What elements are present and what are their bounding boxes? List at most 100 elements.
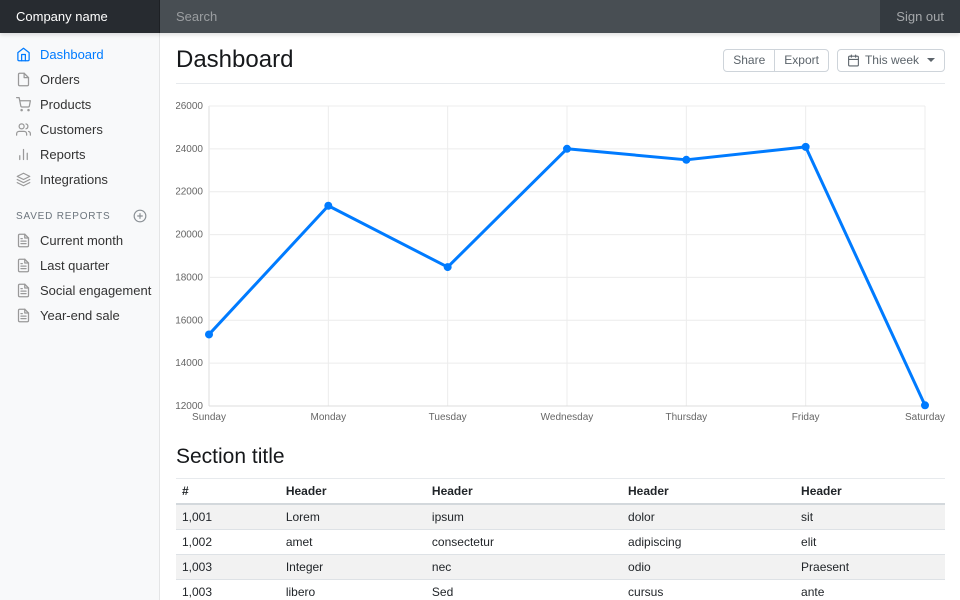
sidebar-item-orders[interactable]: Orders (0, 67, 160, 92)
table-cell: amet (279, 529, 426, 555)
sidebar-item-products[interactable]: Products (0, 92, 160, 117)
table-cell: 1,002 (176, 529, 280, 555)
sales-line-chart: Sunday Monday Tuesday Wednesday Thursday Frid… (176, 96, 945, 428)
saved-reports-header: Saved reports (0, 192, 160, 228)
table-header-row: # Header Header Header Header (176, 478, 945, 505)
table-cell: adipiscing (622, 529, 796, 555)
table-cell: 1,003 (176, 579, 280, 600)
main-content: Dashboard Share Export This week Sunday M… (160, 0, 960, 600)
svg-text:Monday: Monday (311, 412, 347, 423)
plus-circle-icon[interactable] (133, 209, 147, 223)
sidebar-item-dashboard[interactable]: Dashboard (0, 42, 160, 67)
period-dropdown-button[interactable]: This week (836, 48, 945, 72)
svg-text:Saturday: Saturday (905, 412, 945, 423)
users-icon (16, 122, 31, 137)
table-cell: cursus (622, 579, 796, 600)
sidebar-nav: Dashboard Orders Products Customers Reports I… (0, 42, 160, 192)
sidebar-item-label: Integrations (40, 172, 108, 187)
table-cell: 1,003 (176, 554, 280, 580)
table-header-cell: Header (795, 478, 945, 505)
sidebar-item-integrations[interactable]: Integrations (0, 167, 160, 192)
table-row: 1,003 libero Sed cursus ante (176, 579, 945, 600)
svg-text:20000: 20000 (176, 230, 203, 241)
share-button-label: Share (733, 53, 766, 67)
chevron-down-icon (927, 58, 935, 62)
svg-text:26000: 26000 (176, 101, 203, 112)
svg-text:24000: 24000 (176, 144, 203, 155)
sidebar-item-label: Customers (40, 122, 103, 137)
sidebar: Dashboard Orders Products Customers Reports I… (0, 33, 160, 600)
sidebar-item-label: Reports (40, 147, 86, 162)
file-text-icon (16, 258, 31, 273)
table-cell: libero (279, 579, 426, 600)
file-text-icon (16, 233, 31, 248)
file-text-icon (16, 308, 31, 323)
svg-text:Sunday: Sunday (192, 412, 226, 423)
saved-reports-heading: Saved reports (16, 210, 111, 222)
sidebar-item-label: Last quarter (40, 258, 110, 273)
sidebar-item-label: Products (40, 97, 92, 112)
brand-link[interactable]: Company name (0, 0, 160, 33)
share-button[interactable]: Share (723, 48, 776, 72)
table-cell: Integer (279, 554, 426, 580)
bar-chart-icon (16, 147, 31, 162)
sidebar-item-label: Dashboard (40, 47, 104, 62)
sidebar-item-label: Year-end sale (40, 308, 120, 323)
svg-text:Friday: Friday (792, 412, 820, 423)
table-cell: Sed (425, 579, 623, 600)
period-label: This week (864, 53, 919, 67)
svg-text:Tuesday: Tuesday (429, 412, 467, 423)
table-header-cell: # (176, 478, 280, 505)
svg-text:Wednesday: Wednesday (541, 412, 594, 423)
table-cell: ipsum (425, 503, 623, 530)
toolbar: Share Export This week (723, 48, 945, 72)
table-row: 1,002 amet consectetur adipiscing elit (176, 529, 945, 555)
export-button[interactable]: Export (774, 48, 829, 72)
share-export-group: Share Export (723, 48, 829, 72)
export-button-label: Export (784, 53, 819, 67)
table-cell: ante (795, 579, 945, 600)
saved-report-year-end-sale[interactable]: Year-end sale (0, 303, 160, 328)
page-header: Dashboard Share Export This week (176, 33, 945, 84)
saved-report-current-month[interactable]: Current month (0, 228, 160, 253)
top-navbar: Company name Sign out (0, 0, 960, 33)
table-header-cell: Header (279, 478, 426, 505)
sidebar-item-reports[interactable]: Reports (0, 142, 160, 167)
shopping-cart-icon (16, 97, 31, 112)
file-icon (16, 72, 31, 87)
svg-text:14000: 14000 (176, 358, 203, 369)
search-input[interactable] (160, 0, 881, 33)
svg-text:16000: 16000 (176, 315, 203, 326)
svg-text:12000: 12000 (176, 401, 203, 412)
table-row: 1,003 Integer nec odio Praesent (176, 554, 945, 580)
svg-text:18000: 18000 (176, 272, 203, 283)
table-header-cell: Header (425, 478, 623, 505)
sidebar-item-customers[interactable]: Customers (0, 117, 160, 142)
layers-icon (16, 172, 31, 187)
table-cell: Praesent (795, 554, 945, 580)
home-icon (16, 47, 31, 62)
table-cell: 1,001 (176, 503, 280, 530)
sidebar-item-label: Social engagement (40, 283, 152, 298)
table-cell: odio (622, 554, 796, 580)
table-cell: sit (795, 503, 945, 530)
table-cell: elit (795, 529, 945, 555)
saved-reports-nav: Current month Last quarter Social engageme… (0, 228, 160, 328)
sidebar-item-label: Orders (40, 72, 80, 87)
table-cell: Lorem (279, 503, 426, 530)
saved-report-social-engagement[interactable]: Social engagement (0, 278, 160, 303)
table-row: 1,001 Lorem ipsum dolor sit (176, 503, 945, 530)
table-cell: nec (425, 554, 623, 580)
table-cell: consectetur (425, 529, 623, 555)
line-chart-svg: Sunday Monday Tuesday Wednesday Thursday Frid… (176, 101, 945, 423)
saved-report-last-quarter[interactable]: Last quarter (0, 253, 160, 278)
sidebar-item-label: Current month (40, 233, 124, 248)
svg-text:Thursday: Thursday (665, 412, 707, 423)
svg-text:22000: 22000 (176, 187, 203, 198)
sign-out-link[interactable]: Sign out (896, 9, 944, 24)
calendar-icon (847, 54, 860, 67)
table-header-cell: Header (622, 478, 796, 505)
section-title: Section title (176, 445, 285, 468)
data-table: # Header Header Header Header 1,001 Lorem ipsu… (176, 478, 945, 600)
page-title: Dashboard (176, 46, 294, 73)
